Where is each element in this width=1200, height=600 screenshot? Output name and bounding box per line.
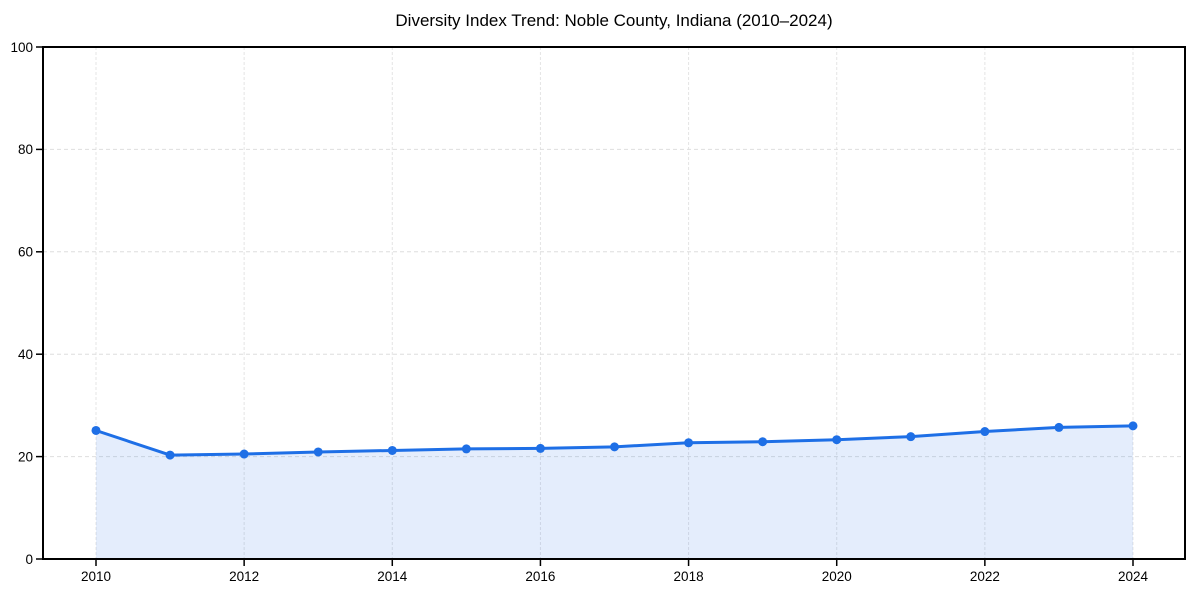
data-point <box>832 435 842 445</box>
data-point <box>1128 421 1138 431</box>
x-tick-label: 2014 <box>377 569 408 584</box>
x-tick-label: 2020 <box>822 569 852 584</box>
y-tick-label: 20 <box>18 449 33 464</box>
data-point <box>387 445 397 455</box>
y-tick-label: 80 <box>18 142 33 157</box>
x-tick-label: 2012 <box>229 569 259 584</box>
y-tick-label: 60 <box>18 245 33 260</box>
data-point <box>535 443 545 453</box>
data-point <box>91 425 101 435</box>
x-tick-label: 2024 <box>1118 569 1149 584</box>
data-point <box>313 447 323 457</box>
x-tick-label: 2016 <box>525 569 555 584</box>
x-tick-label: 2022 <box>970 569 1000 584</box>
data-point <box>906 432 916 442</box>
data-point <box>165 450 175 460</box>
x-tick-label: 2018 <box>674 569 704 584</box>
data-point <box>1054 422 1064 432</box>
data-point <box>758 437 768 447</box>
data-point <box>684 438 694 448</box>
y-tick-label: 100 <box>10 40 33 55</box>
chart-title: Diversity Index Trend: Noble County, Ind… <box>395 11 833 30</box>
y-tick-label: 0 <box>25 552 33 567</box>
data-point <box>609 442 619 452</box>
data-point <box>239 449 249 459</box>
plot-border <box>42 46 1186 560</box>
data-point <box>461 444 471 454</box>
data-point <box>980 427 990 437</box>
x-tick-label: 2010 <box>81 569 111 584</box>
y-tick-label: 40 <box>18 347 33 362</box>
area-fill <box>96 425 1133 559</box>
